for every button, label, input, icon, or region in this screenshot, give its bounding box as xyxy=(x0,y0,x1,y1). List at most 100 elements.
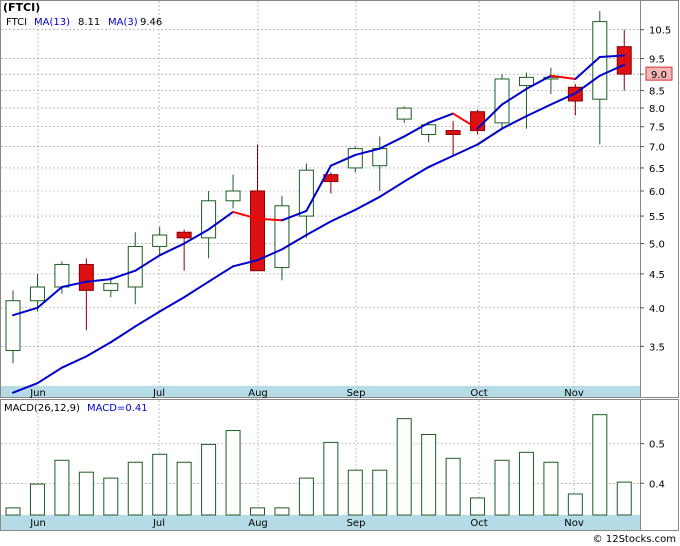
ma3-segment xyxy=(476,103,503,130)
macd-bar xyxy=(201,443,217,516)
ma13-segment xyxy=(60,355,88,369)
price-x-tick-label: Sep xyxy=(347,388,366,399)
price-y-tick-label: 8.0 xyxy=(649,104,665,115)
ma3-segment xyxy=(280,209,308,222)
price-y-tick-label: 3.5 xyxy=(649,342,665,353)
macd-bar xyxy=(592,414,608,516)
macd-x-tick-label: Jun xyxy=(29,518,46,529)
ma13-segment xyxy=(403,166,430,183)
last-price-tag xyxy=(645,66,673,81)
ma3-segment xyxy=(525,74,552,90)
ma3-segment xyxy=(452,112,479,130)
ma3-segment xyxy=(427,112,455,124)
candle-down xyxy=(78,263,94,291)
ma13-segment xyxy=(378,180,406,198)
ma13-segment xyxy=(280,234,308,251)
macd-bar xyxy=(396,418,412,516)
candle-up xyxy=(5,300,21,351)
ma3-segment xyxy=(354,147,381,156)
price-x-tick-label: Nov xyxy=(564,388,584,399)
candle-up xyxy=(396,107,412,120)
candle-up xyxy=(54,263,70,288)
macd-bar xyxy=(78,471,94,516)
macd-label: MACD(26,12,9) xyxy=(4,403,80,414)
candle-down xyxy=(616,46,632,75)
macd-bar xyxy=(543,461,559,516)
macd-bar xyxy=(494,459,510,516)
price-x-tick-label: Aug xyxy=(248,388,268,399)
price-x-tick-label: Jun xyxy=(29,388,46,399)
ma13-segment xyxy=(525,103,552,118)
macd-bar xyxy=(518,451,534,516)
price-y-tick-label: 7.0 xyxy=(649,143,665,154)
macd-bar xyxy=(274,507,290,516)
macd-bar xyxy=(616,481,632,516)
ma3-segment xyxy=(329,153,357,167)
macd-bar xyxy=(54,459,70,516)
ma3-segment xyxy=(598,54,626,59)
ma13-label: MA(13) xyxy=(34,17,70,28)
ma3-label: MA(3) xyxy=(108,17,138,28)
macd-bar xyxy=(29,483,45,516)
macd-bar xyxy=(5,507,21,516)
ma3-segment xyxy=(403,121,430,138)
ticker-label: (FTCI) xyxy=(3,1,40,14)
price-x-tick-label: Oct xyxy=(470,388,487,399)
macd-bar xyxy=(298,477,314,516)
price-y-tick-label: 7.5 xyxy=(649,123,665,134)
macd-bar xyxy=(176,461,192,516)
macd-y-axis: 0.4 0.5 xyxy=(640,440,665,490)
candle-up xyxy=(274,205,290,269)
candle-up xyxy=(347,148,363,169)
macd-bar xyxy=(372,469,388,516)
candle-up xyxy=(592,21,608,100)
macd-bar xyxy=(470,497,486,516)
ma13-segment xyxy=(549,92,577,106)
ma3-segment xyxy=(85,278,112,283)
ma13-value: 8.11 xyxy=(78,17,100,28)
price-y-tick-label: 4.0 xyxy=(649,304,665,315)
macd-y-tick-label: 0.4 xyxy=(649,479,665,490)
candle-up xyxy=(152,234,168,247)
macd-bar xyxy=(323,441,339,516)
price-x-axis-band xyxy=(1,386,641,397)
macd-bar xyxy=(567,493,583,516)
ma3-segment xyxy=(549,74,577,80)
ma13-segment xyxy=(36,366,63,385)
last-price-value: 9.0 xyxy=(651,70,667,81)
ma3-segment xyxy=(183,228,210,245)
macd-bar xyxy=(225,430,241,516)
candle-up xyxy=(372,148,388,167)
copyright-text: © 12Stocks.com xyxy=(593,534,676,545)
ma13-segment xyxy=(305,220,332,237)
candle-up xyxy=(421,124,437,135)
ma3-segment xyxy=(60,280,88,289)
ma3-segment xyxy=(574,56,601,80)
candle-down xyxy=(250,190,265,272)
ma13-segment xyxy=(256,248,283,262)
price-y-tick-label: 8.5 xyxy=(649,87,665,98)
ma3-value: 9.46 xyxy=(140,17,162,28)
ma13-segment xyxy=(354,195,381,211)
price-grid xyxy=(1,1,640,386)
ma13-segment xyxy=(12,382,39,394)
ma3-segment xyxy=(501,87,528,106)
ma13-segment xyxy=(109,325,137,344)
candle-down xyxy=(176,231,192,239)
ma13-segment xyxy=(476,127,503,146)
macd-bar xyxy=(127,461,143,516)
macd-x-tick-label: Sep xyxy=(347,518,366,529)
macd-bar xyxy=(250,507,265,516)
price-x-tick-label: Jul xyxy=(152,388,165,399)
ma13-segment xyxy=(427,154,455,169)
candle-up xyxy=(103,283,119,291)
ma3-segment xyxy=(256,217,283,222)
price-y-tick-label: 5.0 xyxy=(649,240,665,251)
ma3-segment xyxy=(36,286,63,309)
ma13-segment xyxy=(183,280,210,299)
price-y-tick-label: 4.5 xyxy=(649,270,665,281)
price-x-axis: Jun Jul Aug Sep Oct Nov xyxy=(29,388,584,399)
macd-x-tick-label: Aug xyxy=(248,518,268,529)
price-y-tick-label: 6.0 xyxy=(649,187,665,198)
